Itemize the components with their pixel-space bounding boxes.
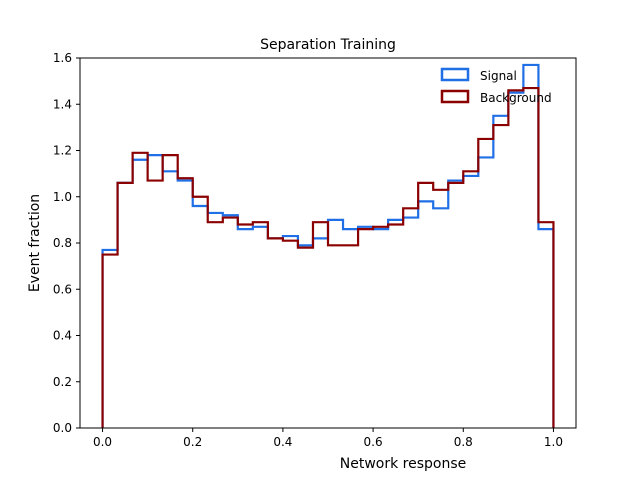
legend: Signal Background	[440, 67, 552, 105]
y-tick-label: 0.4	[53, 329, 72, 343]
y-axis-ticks: 0.0 0.2 0.4 0.6 0.8 1.0 1.2 1.4 1.6	[53, 51, 80, 435]
y-tick-label: 1.4	[53, 97, 72, 111]
y-tick-label: 1.2	[53, 144, 72, 158]
x-tick-label: 0.0	[93, 435, 112, 449]
y-tick-label: 1.0	[53, 190, 72, 204]
chart-title: Separation Training	[260, 37, 396, 53]
legend-swatch-signal	[440, 67, 470, 82]
y-tick-label: 0.6	[53, 282, 72, 296]
x-tick-label: 1.0	[544, 435, 563, 449]
y-tick-label: 0.8	[53, 236, 72, 250]
x-tick-label: 0.4	[273, 435, 292, 449]
series-background-step-line	[101, 86, 555, 428]
x-tick-label: 0.6	[364, 435, 383, 449]
y-axis-label: Event fraction	[27, 194, 43, 292]
legend-label-signal: Signal	[480, 69, 517, 83]
y-tick-label: 0.2	[53, 375, 72, 389]
x-axis-ticks: 0.0 0.2 0.4 0.6 0.8 1.0	[93, 428, 563, 449]
x-tick-label: 0.8	[454, 435, 473, 449]
x-axis-label: Network response	[340, 456, 467, 472]
series-layer	[101, 63, 555, 428]
legend-swatch-background	[440, 89, 470, 104]
y-tick-label: 1.6	[53, 51, 72, 65]
y-tick-label: 0.0	[53, 421, 72, 435]
legend-label-background: Background	[480, 91, 552, 105]
x-tick-label: 0.2	[183, 435, 202, 449]
